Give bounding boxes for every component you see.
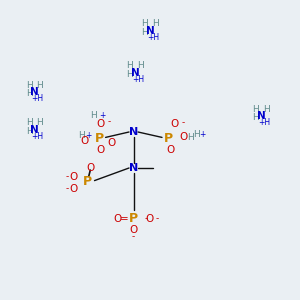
Text: H: H — [90, 111, 97, 120]
Text: H: H — [126, 70, 133, 79]
Text: H: H — [78, 130, 85, 140]
Text: N: N — [30, 125, 39, 135]
Text: O: O — [80, 136, 88, 146]
Text: N: N — [146, 26, 154, 36]
Text: -: - — [132, 232, 135, 242]
Text: H: H — [141, 28, 148, 37]
Text: H: H — [26, 81, 32, 90]
Text: O: O — [69, 184, 78, 194]
Text: O: O — [129, 225, 138, 236]
Text: H: H — [187, 133, 194, 142]
Text: H: H — [263, 105, 270, 114]
Text: -: - — [108, 117, 111, 126]
Text: H: H — [193, 130, 200, 139]
Text: H: H — [252, 113, 259, 122]
Text: H: H — [252, 105, 259, 114]
Text: H: H — [141, 20, 148, 28]
Text: +H: +H — [32, 94, 44, 103]
Text: N: N — [256, 111, 266, 121]
Text: P: P — [164, 131, 173, 145]
Text: -: - — [182, 118, 184, 127]
Text: O: O — [146, 214, 154, 224]
Text: H: H — [152, 20, 159, 28]
Text: N: N — [129, 163, 138, 173]
Text: +: + — [85, 130, 92, 140]
Text: P: P — [83, 175, 92, 188]
Text: -: - — [155, 214, 158, 224]
Text: +H: +H — [147, 33, 159, 42]
Text: -: - — [65, 172, 68, 182]
Text: O: O — [96, 145, 105, 155]
Text: +H: +H — [132, 75, 144, 84]
Text: O: O — [87, 163, 95, 173]
Text: N: N — [30, 87, 39, 97]
Text: P: P — [129, 212, 138, 226]
Text: H: H — [26, 118, 32, 127]
Text: H: H — [26, 89, 32, 98]
Text: H: H — [37, 118, 43, 127]
Text: O: O — [179, 132, 187, 142]
Text: =: = — [119, 214, 128, 224]
Text: N: N — [130, 68, 140, 78]
Text: O: O — [114, 214, 122, 224]
Text: +H: +H — [32, 132, 44, 141]
Text: H: H — [26, 127, 32, 136]
Text: H: H — [126, 61, 133, 70]
Text: O: O — [170, 119, 179, 130]
Text: H: H — [37, 81, 43, 90]
Text: O: O — [107, 138, 116, 148]
Text: O: O — [166, 145, 174, 155]
Text: -: - — [145, 214, 148, 224]
Text: +: + — [99, 111, 106, 120]
Text: -: - — [65, 184, 68, 194]
Text: O: O — [96, 118, 105, 129]
Text: H: H — [137, 61, 144, 70]
Text: P: P — [94, 131, 103, 145]
Text: +H: +H — [258, 118, 270, 127]
Text: N: N — [129, 127, 138, 137]
Text: O: O — [69, 172, 78, 182]
Text: +: + — [199, 130, 206, 139]
